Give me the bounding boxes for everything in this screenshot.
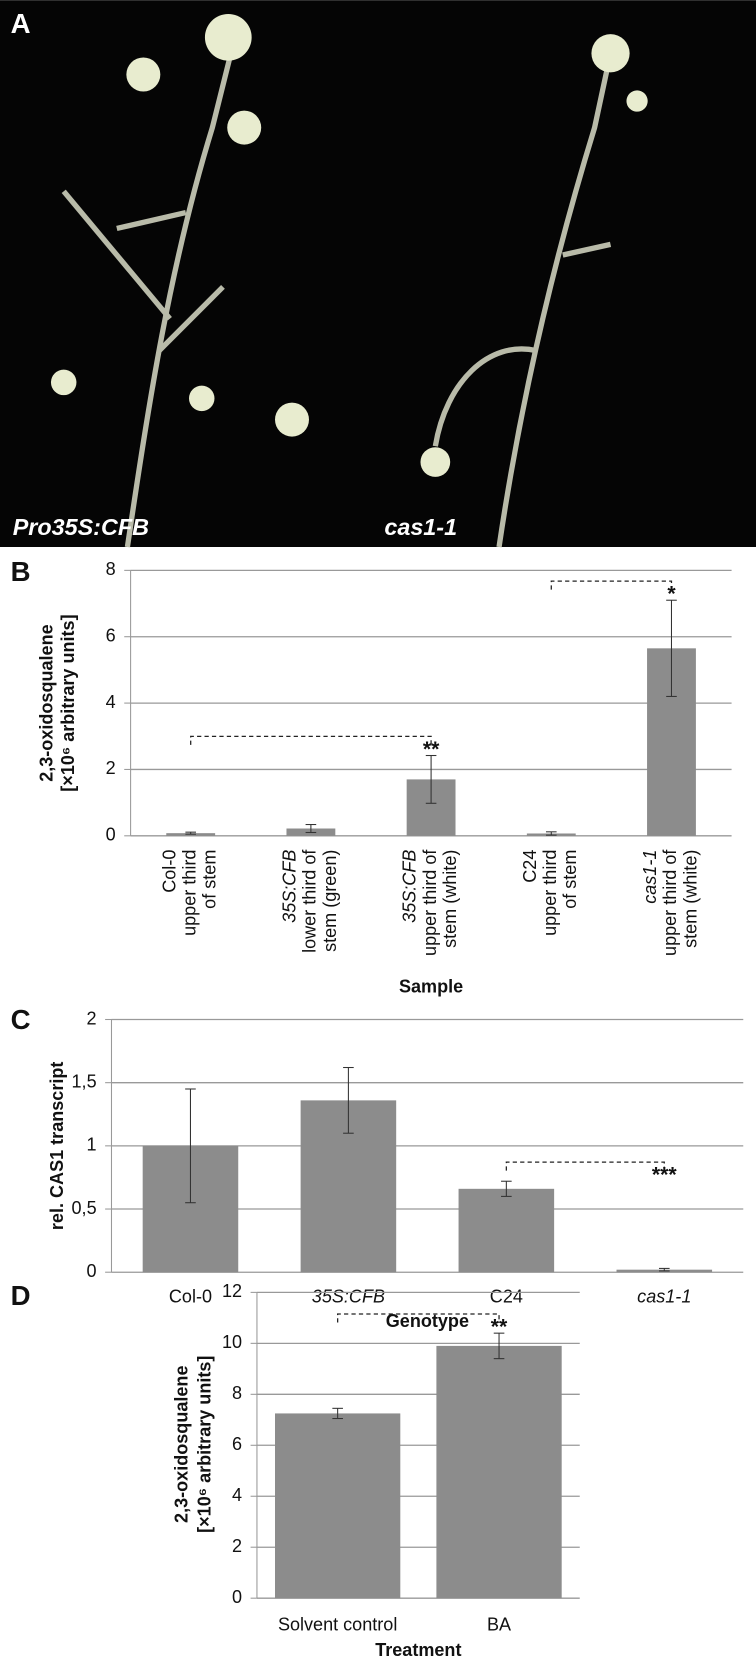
y-tick-label: 12 [222,1281,242,1301]
significance-bracket [190,735,432,745]
y-tick-label: 2 [106,758,116,778]
x-tick-label: of stem [560,850,580,909]
y-tick-label: 1,5 [72,1071,97,1091]
x-tick-label: lower third of [300,849,320,953]
y-tick-label: 10 [222,1332,242,1352]
x-tick-label: BA [487,1615,511,1635]
y-axis-label: [×10⁶ arbitrary units] [58,614,78,791]
y-tick-label: 0 [87,1261,97,1281]
significance-bracket [337,1313,500,1323]
x-tick-label: cas1-1 [637,1286,691,1306]
x-tick-label: C24 [520,850,540,883]
photo-label: Pro35S:CFB [13,514,149,540]
x-tick-label: upper third [540,850,560,936]
photo-panel: A Pro35S:CFB cas1-1 [0,0,756,548]
photo-label: cas1-1 [384,514,457,540]
x-tick-label: C24 [490,1286,523,1306]
y-tick-label: 2 [232,1536,242,1556]
x-tick-label: stem (white) [440,850,460,948]
x-axis-label: Genotype [386,1311,469,1331]
x-axis-label: Sample [399,976,463,996]
x-tick-label: Col-0 [159,850,179,893]
significance-label: *** [652,1164,678,1187]
x-tick-label: stem (green) [320,850,340,952]
y-tick-label: 8 [106,559,116,579]
y-axis-label: 2,3-oxidosqualene [37,624,57,781]
significance-bracket [505,1161,665,1171]
y-tick-label: 0 [106,825,116,845]
x-tick-label: Solvent control [278,1615,397,1635]
y-tick-label: 0 [232,1587,242,1607]
y-axis-label: rel. CAS1 transcript [47,1062,67,1231]
x-tick-label: upper third [179,850,199,936]
x-tick-label: Col-0 [169,1286,212,1306]
panel-label: B [11,556,31,587]
significance-bracket [550,580,673,590]
panel-label: C [11,1004,31,1035]
y-tick-label: 4 [232,1485,242,1505]
y-tick-label: 8 [232,1383,242,1403]
panel-label: A [11,8,31,39]
significance-label: ** [491,1315,508,1338]
flowers [50,13,648,477]
y-axis-label: [×10⁶ arbitrary units] [195,1356,215,1533]
bar [458,1188,555,1273]
x-tick-label: upper third of [660,849,680,956]
x-tick-label: of stem [200,850,220,909]
panel-label: D [11,1280,31,1311]
x-axis-label: Treatment [375,1640,461,1660]
y-tick-label: 4 [106,692,116,712]
plant-drawing [61,42,614,548]
bar [436,1345,562,1599]
y-tick-label: 2 [87,1008,97,1028]
bar [275,1413,401,1599]
photo [0,0,756,548]
y-tick-label: 6 [232,1434,242,1454]
x-tick-label: 35S:CFB [400,850,420,923]
y-axis-label: 2,3-oxidosqualene [171,1365,191,1522]
y-tick-label: 0,5 [72,1198,97,1218]
significance-label: ** [423,738,440,761]
x-tick-label: 35S:CFB [279,850,299,923]
x-tick-label: upper third of [420,849,440,956]
x-tick-label: stem (white) [680,850,700,948]
y-tick-label: 1 [87,1135,97,1155]
significance-label: * [667,583,676,606]
y-tick-label: 6 [106,625,116,645]
x-tick-label: 35S:CFB [312,1286,385,1306]
x-tick-label: cas1-1 [640,850,660,904]
